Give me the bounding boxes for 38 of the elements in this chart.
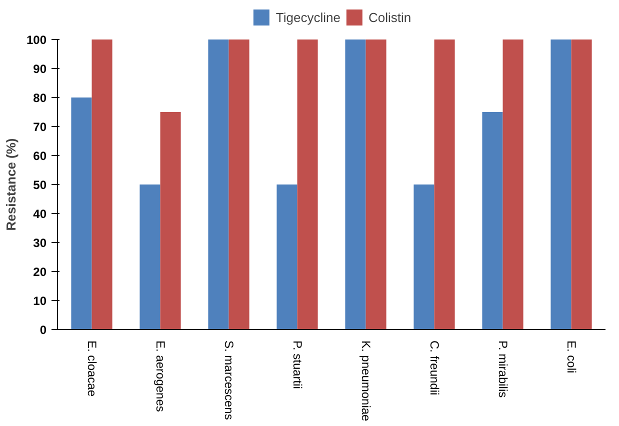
x-tick-label: S. marcescens	[222, 340, 236, 420]
y-tick-label: 60	[33, 149, 47, 163]
bar	[160, 112, 181, 330]
bar	[434, 40, 455, 330]
bar	[571, 40, 592, 330]
x-tick-label: C. freundii	[427, 340, 442, 396]
bar	[71, 98, 92, 330]
x-tick-label: P. mirabilis	[496, 340, 510, 398]
bar	[366, 40, 386, 330]
y-tick-label: 70	[33, 120, 47, 134]
x-tick-label: K. pneumoniae	[358, 340, 373, 422]
bar	[345, 40, 366, 330]
bar	[92, 40, 112, 330]
y-tick-label: 80	[33, 91, 47, 105]
x-tick-label: E. aerogenes	[153, 340, 168, 412]
y-tick-label: 90	[33, 62, 47, 76]
bar	[550, 40, 572, 330]
legend-label: Colistin	[368, 10, 412, 24]
bar	[228, 40, 250, 330]
y-tick-label: 30	[33, 236, 47, 250]
y-tick-label: 100	[26, 33, 47, 47]
y-tick-label: 40	[33, 207, 47, 221]
y-axis-title: Resistance (%)	[3, 138, 18, 231]
bar	[482, 112, 503, 330]
bar	[208, 40, 229, 330]
y-tick-label: 0	[40, 323, 47, 337]
y-tick-label: 10	[33, 294, 47, 308]
y-tick-label: 50	[33, 178, 47, 192]
y-tick-label: 20	[33, 265, 47, 279]
x-tick-label: E. coli	[564, 340, 578, 374]
bar	[502, 40, 524, 330]
legend-label: Tigecycline	[276, 10, 340, 24]
bar	[414, 184, 434, 330]
bar	[276, 184, 298, 330]
bar	[297, 40, 318, 330]
bar	[140, 184, 160, 330]
x-tick-label: E. cloacae	[84, 340, 99, 397]
x-tick-label: P. stuartii	[290, 340, 304, 389]
